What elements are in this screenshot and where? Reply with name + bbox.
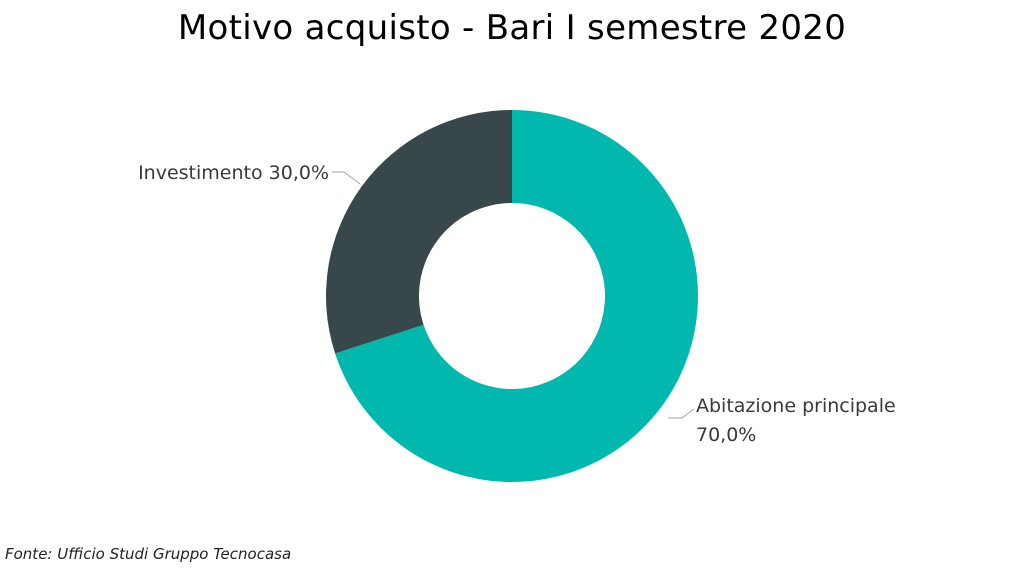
chart-title: Motivo acquisto - Bari I semestre 2020 xyxy=(177,8,847,48)
leader-line-investimento xyxy=(332,171,361,185)
data-label-abitazione-value: 70,0% xyxy=(696,424,756,446)
leader-line-abitazione xyxy=(668,408,695,419)
data-label-investimento: Investimento 30,0% xyxy=(138,162,329,184)
donut-slice-abitazione-principale xyxy=(335,110,698,482)
data-label-abitazione-name: Abitazione principale xyxy=(696,395,896,417)
donut-slice-investimento xyxy=(325,110,512,354)
source-note: Fonte: Ufficio Studi Gruppo Tecnocasa xyxy=(5,545,292,563)
donut-slices xyxy=(325,110,698,482)
